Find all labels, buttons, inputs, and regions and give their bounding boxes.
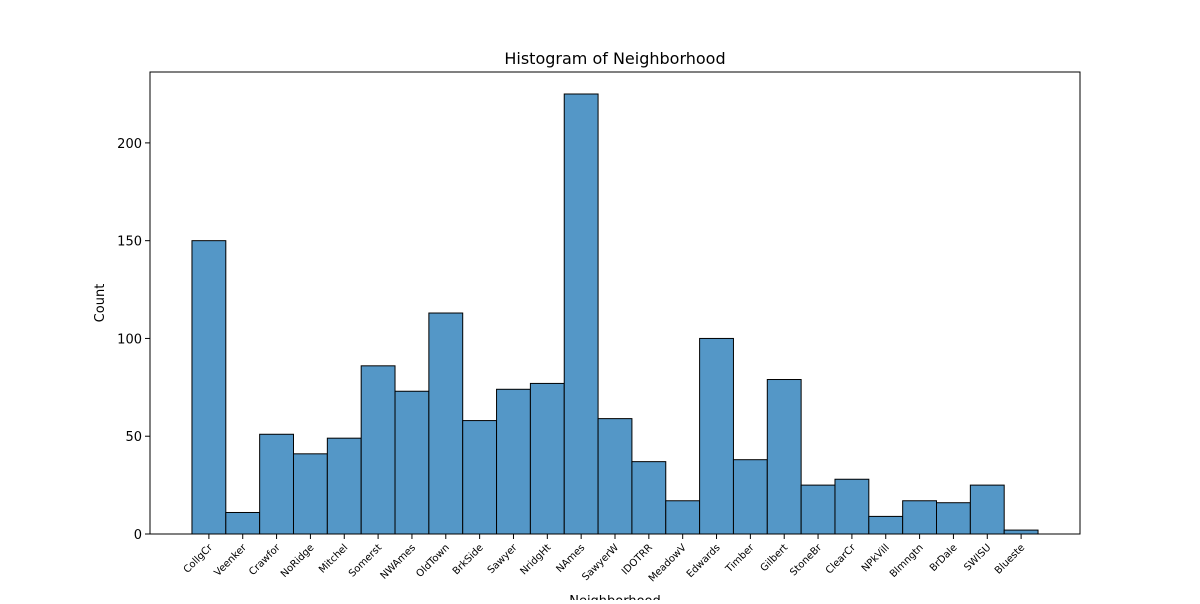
x-tick-label: NAmes bbox=[554, 542, 587, 575]
y-tick-label: 0 bbox=[134, 528, 142, 543]
y-tick-label: 100 bbox=[117, 332, 142, 347]
plot-frame bbox=[149, 71, 1081, 535]
x-tick-label: Veenker bbox=[213, 542, 250, 579]
x-tick-label: BrDale bbox=[928, 542, 960, 574]
bar bbox=[462, 420, 498, 535]
bar bbox=[597, 418, 633, 535]
bar bbox=[394, 390, 430, 535]
bar bbox=[665, 500, 701, 535]
x-tick-label: Blmngtn bbox=[888, 542, 926, 580]
chart-title: Histogram of Neighborhood bbox=[504, 49, 725, 68]
bar bbox=[225, 511, 261, 535]
bar bbox=[191, 240, 227, 535]
bar bbox=[529, 382, 565, 535]
x-tick-label: Sawyer bbox=[486, 542, 520, 576]
bar bbox=[259, 433, 294, 535]
x-tick-label: NridgHt bbox=[518, 542, 553, 577]
x-tick-label: Edwards bbox=[685, 542, 723, 580]
x-tick-label: NPkVill bbox=[860, 542, 892, 574]
x-tick-label: IDOTRR bbox=[620, 542, 655, 577]
bar bbox=[969, 484, 1005, 535]
bar bbox=[766, 379, 802, 535]
bar bbox=[699, 337, 734, 535]
bar bbox=[496, 388, 531, 535]
x-tick-label: Gilbert bbox=[759, 542, 791, 574]
y-tick-label: 150 bbox=[117, 235, 142, 250]
x-tick-label: SawyerW bbox=[580, 542, 621, 583]
bar bbox=[360, 365, 396, 535]
bar bbox=[292, 453, 328, 535]
y-tick-label: 200 bbox=[117, 137, 142, 152]
x-tick-label: Blueste bbox=[993, 542, 1027, 576]
bar bbox=[834, 478, 870, 535]
bar bbox=[800, 484, 836, 535]
bar bbox=[902, 500, 938, 535]
x-tick-label: SWISU bbox=[962, 542, 993, 573]
bar bbox=[1003, 529, 1039, 535]
bar bbox=[868, 515, 904, 535]
bar bbox=[732, 459, 768, 535]
y-tick-label: 50 bbox=[125, 430, 142, 445]
x-tick-label: BrkSide bbox=[451, 542, 486, 577]
bar bbox=[631, 461, 667, 535]
bar bbox=[326, 437, 362, 535]
x-axis-label: Neighborhood bbox=[569, 594, 661, 600]
x-tick-label: OldTown bbox=[414, 542, 452, 580]
x-tick-label: NWAmes bbox=[379, 542, 418, 581]
bar bbox=[563, 93, 599, 535]
bar bbox=[936, 502, 971, 535]
x-tick-label: CollgCr bbox=[182, 542, 216, 576]
y-axis-label: Count bbox=[93, 284, 108, 323]
x-tick-label: Timber bbox=[723, 542, 757, 576]
x-tick-label: Mitchel bbox=[317, 542, 350, 575]
x-tick-label: StoneBr bbox=[788, 542, 825, 579]
x-tick-label: ClearCr bbox=[824, 542, 859, 577]
x-tick-label: NoRidge bbox=[279, 542, 317, 580]
bar bbox=[428, 312, 464, 535]
